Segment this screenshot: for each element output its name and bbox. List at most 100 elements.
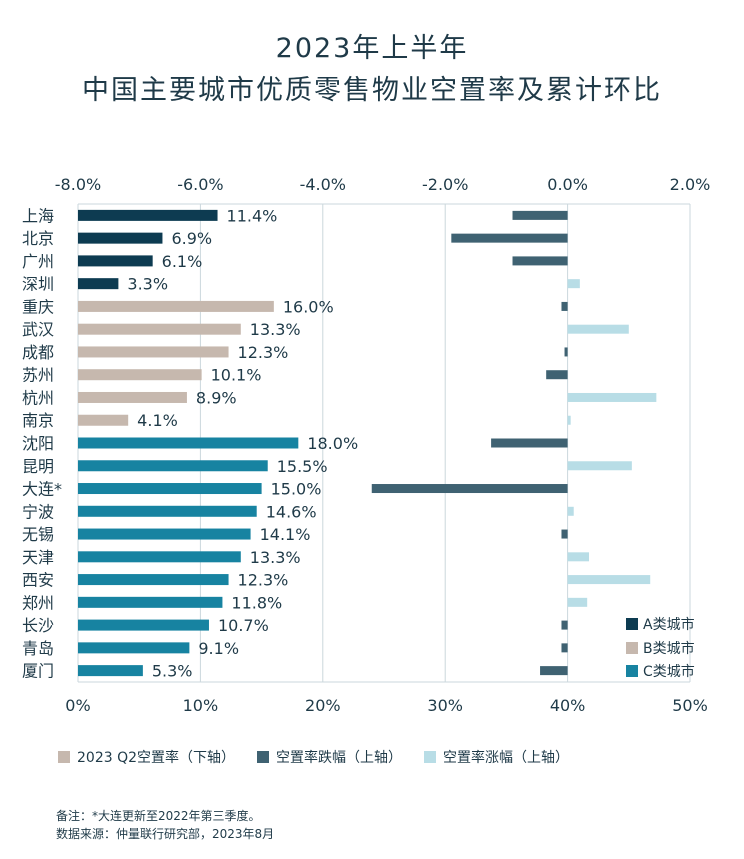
legend-rise: 空置率涨幅（上轴） xyxy=(424,747,569,767)
category-label: 西安 xyxy=(22,571,54,590)
vacancy-data-label: 9.1% xyxy=(198,639,239,658)
bottom-axis-tick-label: 30% xyxy=(427,696,463,715)
vacancy-bar xyxy=(78,346,229,358)
category-label: 无锡 xyxy=(22,525,54,544)
top-axis-tick-label: 2.0% xyxy=(670,175,711,194)
vacancy-bar xyxy=(78,460,268,472)
change-bar-rise xyxy=(567,415,571,425)
top-axis-tick-label: 0.0% xyxy=(547,175,588,194)
change-bar-fall xyxy=(561,529,568,539)
vacancy-data-label: 10.7% xyxy=(218,616,269,635)
vacancy-bar xyxy=(78,505,257,517)
legend-fall-swatch xyxy=(257,751,270,763)
vacancy-bar xyxy=(78,278,119,290)
change-bar-fall xyxy=(512,256,568,266)
vacancy-bar xyxy=(78,414,129,426)
category-label: 沈阳 xyxy=(22,434,54,453)
category-label: 杭州 xyxy=(22,388,54,407)
change-bar-rise xyxy=(567,392,657,402)
vacancy-bar xyxy=(78,369,202,381)
legend-vacancy: 2023 Q2空置率（下轴） xyxy=(58,747,235,767)
change-bar-fall xyxy=(561,301,568,311)
category-label: 宁波 xyxy=(22,502,54,521)
vacancy-data-label: 11.8% xyxy=(231,593,282,612)
category-label: 上海 xyxy=(22,206,54,225)
legend-fall-label: 空置率跌幅（上轴） xyxy=(276,750,403,766)
vacancy-bar xyxy=(78,665,143,677)
vacancy-bar xyxy=(78,391,187,403)
change-bar-fall xyxy=(451,233,568,243)
legend-fall: 空置率跌幅（上轴） xyxy=(257,747,402,767)
vacancy-data-label: 3.3% xyxy=(127,275,168,294)
vacancy-bar xyxy=(78,528,251,540)
category-label: 厦门 xyxy=(22,662,54,681)
category-label: 昆明 xyxy=(22,457,54,476)
vacancy-data-label: 10.1% xyxy=(211,366,262,385)
bottom-axis-tick-label: 40% xyxy=(550,696,586,715)
legend-class-c-swatch xyxy=(626,665,638,677)
vacancy-data-label: 18.0% xyxy=(307,434,358,453)
change-bar-fall xyxy=(371,484,568,494)
category-label: 重庆 xyxy=(22,297,54,316)
vacancy-bar xyxy=(78,551,241,563)
bottom-axis-tick-label: 0% xyxy=(65,696,90,715)
vacancy-bar xyxy=(78,619,209,631)
legend-bottom: 2023 Q2空置率（下轴） 空置率跌幅（上轴） 空置率涨幅（上轴） xyxy=(58,747,569,767)
legend-class-c: C类城市 xyxy=(626,661,695,681)
legend-class-a-swatch xyxy=(626,618,638,630)
vacancy-data-label: 4.1% xyxy=(137,411,178,430)
legend-class-a-label: A类城市 xyxy=(643,617,695,633)
change-bar-rise xyxy=(567,279,580,289)
vacancy-bar xyxy=(78,209,218,221)
top-axis-tick-label: -2.0% xyxy=(422,175,468,194)
legend-class-b-swatch xyxy=(626,642,638,654)
vacancy-data-label: 16.0% xyxy=(283,297,334,316)
change-bar-fall xyxy=(546,370,568,380)
change-bar-rise xyxy=(567,575,651,585)
change-bar-fall xyxy=(491,438,568,448)
vacancy-data-label: 6.1% xyxy=(162,252,203,271)
change-bar-rise xyxy=(567,461,632,471)
legend-rise-swatch xyxy=(424,751,437,763)
legend-class-a: A类城市 xyxy=(626,614,695,634)
vacancy-data-label: 14.1% xyxy=(260,525,311,544)
top-axis-tick-label: -8.0% xyxy=(55,175,101,194)
bottom-axis-tick-label: 20% xyxy=(305,696,341,715)
vacancy-bar xyxy=(78,232,163,244)
legend-class-c-label: C类城市 xyxy=(643,664,695,680)
vacancy-bar xyxy=(78,596,223,608)
category-label: 大连* xyxy=(22,480,62,499)
legend-vacancy-swatch xyxy=(58,751,70,763)
vacancy-data-label: 13.3% xyxy=(250,320,301,339)
vacancy-data-label: 15.5% xyxy=(277,457,328,476)
category-label: 南京 xyxy=(22,411,54,430)
category-label: 长沙 xyxy=(22,616,54,635)
chart-title-line1: 2023年上半年 xyxy=(275,33,469,64)
category-label: 武汉 xyxy=(22,320,54,339)
footnote: 备注：*大连更新至2022年第三季度。 xyxy=(56,809,261,823)
legend-class-b-label: B类城市 xyxy=(643,641,695,657)
vacancy-bar xyxy=(78,642,190,654)
vacancy-data-label: 15.0% xyxy=(271,480,322,499)
chart-title-line2: 中国主要城市优质零售物业空置率及累计环比 xyxy=(82,75,662,106)
change-bar-rise xyxy=(567,506,574,516)
category-label: 天津 xyxy=(22,548,54,567)
top-axis-tick-label: -4.0% xyxy=(300,175,346,194)
vacancy-data-label: 6.9% xyxy=(171,229,212,248)
vacancy-data-label: 12.3% xyxy=(238,571,289,590)
vacancy-bar xyxy=(78,300,274,312)
legend-class-b: B类城市 xyxy=(626,638,695,658)
category-label: 深圳 xyxy=(22,275,54,294)
vacancy-data-label: 13.3% xyxy=(250,548,301,567)
vacancy-bar xyxy=(78,483,262,495)
bottom-axis-tick-label: 50% xyxy=(672,696,708,715)
vacancy-data-label: 12.3% xyxy=(238,343,289,362)
change-bar-fall xyxy=(540,666,568,676)
vacancy-bar xyxy=(78,574,229,586)
vacancy-bar xyxy=(78,437,299,449)
category-label: 郑州 xyxy=(22,593,54,612)
legend-rise-label: 空置率涨幅（上轴） xyxy=(443,750,570,766)
vacancy-data-label: 14.6% xyxy=(266,502,317,521)
vacancy-data-label: 5.3% xyxy=(152,662,193,681)
